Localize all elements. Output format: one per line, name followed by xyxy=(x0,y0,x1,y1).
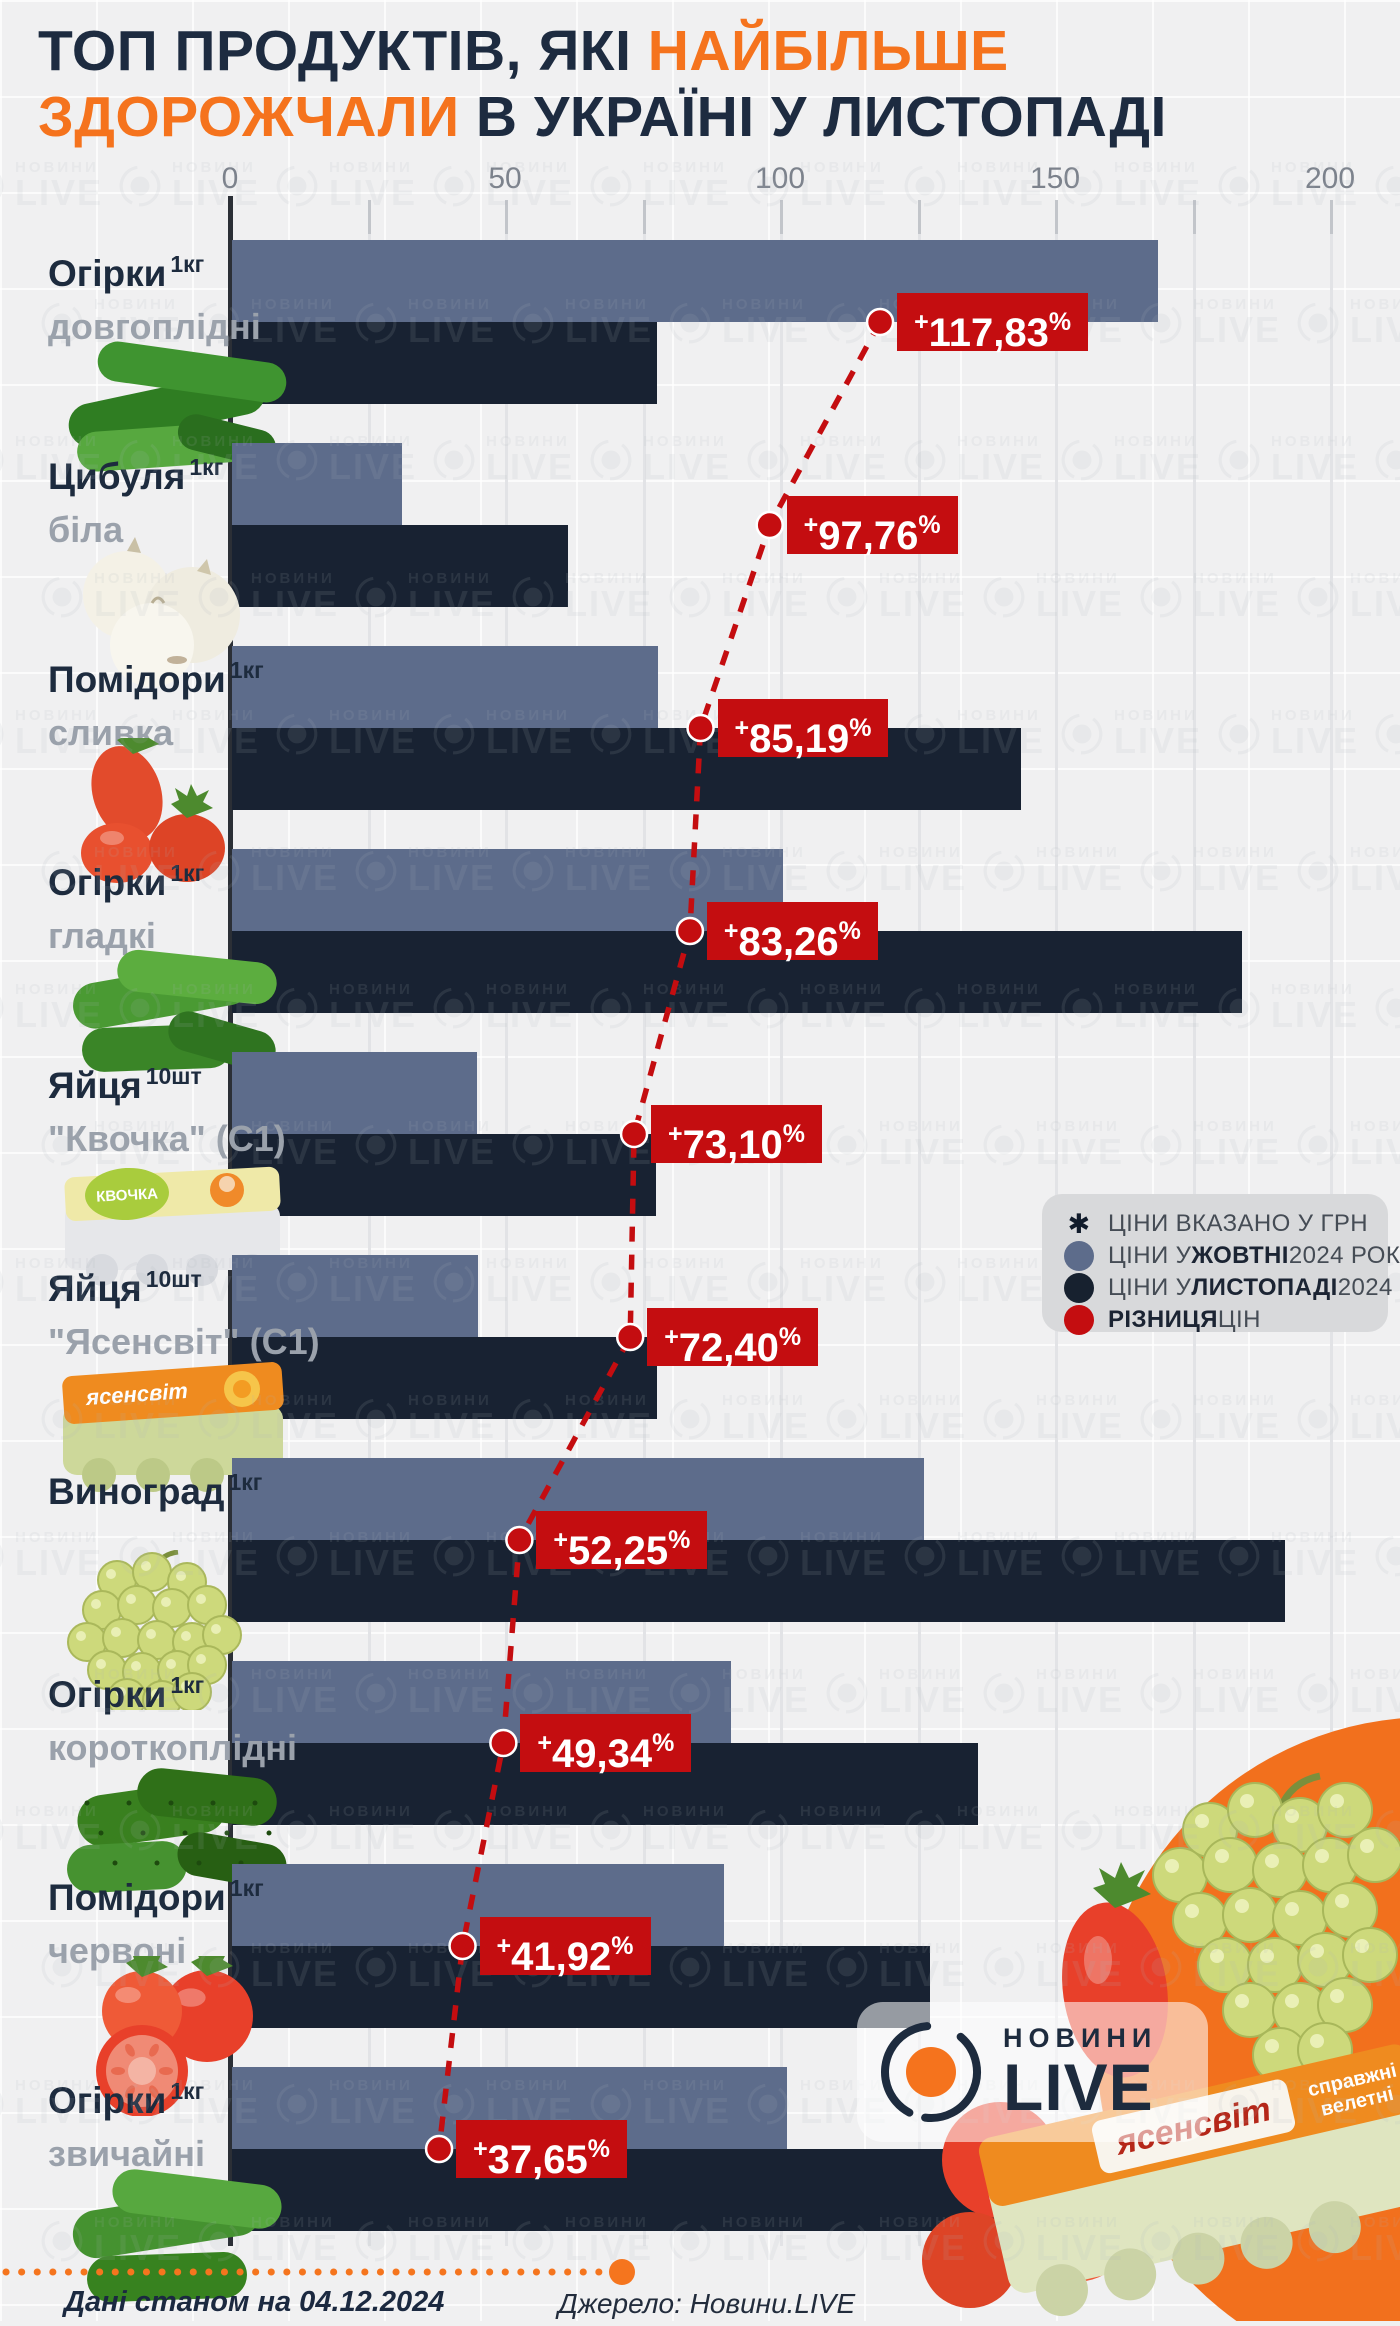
tick-mark xyxy=(505,200,508,234)
gridline xyxy=(780,200,783,2246)
legend-item-asterisk: ✱ ЦІНИ ВКАЗАНО У ГРН xyxy=(1064,1208,1388,1240)
svg-text:КВОЧКА: КВОЧКА xyxy=(96,1185,159,1205)
november-price-bar xyxy=(232,322,657,404)
product-photo-onion xyxy=(52,535,302,700)
product-label: Огірки 1кг короткоплідні xyxy=(48,1672,297,1768)
gridline xyxy=(367,200,371,2246)
tick-mark xyxy=(642,200,646,234)
gridline xyxy=(642,200,646,2246)
november-dot-icon xyxy=(1064,1273,1094,1303)
october-price-bar xyxy=(232,646,658,728)
product-label: Огірки 1кг довгоплідні xyxy=(48,251,261,347)
title-line-1: ТОП ПРОДУКТІВ, ЯКІ НАЙБІЛЬШЕ xyxy=(38,19,1009,83)
difference-dot-icon xyxy=(1064,1305,1094,1335)
footer-date: Дані станом на 04.12.2024 xyxy=(64,2286,445,2318)
footer-source: Джерело: Новини.LIVE xyxy=(558,2288,856,2319)
price-difference-badge: +41,92% xyxy=(479,1917,651,1979)
gridline xyxy=(505,200,508,2246)
tick-mark xyxy=(367,200,371,234)
axis-tick-label: 100 xyxy=(754,162,806,195)
november-price-bar xyxy=(232,1337,657,1419)
product-label: Виноград 1кг xyxy=(48,1469,263,1512)
price-difference-badge: +83,26% xyxy=(706,902,878,964)
price-difference-badge: +85,19% xyxy=(717,699,889,761)
october-price-bar xyxy=(232,443,402,525)
november-price-bar xyxy=(232,1540,1285,1622)
legend-item-november: ЦІНИ У ЛИСТОПАДІ 2024 РОКУ xyxy=(1064,1272,1400,1304)
tick-mark xyxy=(780,200,783,234)
legend-item-october: ЦІНИ У ЖОВТНІ 2024 РОКУ xyxy=(1064,1240,1400,1272)
footer-dotted-divider xyxy=(2,2259,635,2285)
axis-tick-label: 50 xyxy=(488,162,522,195)
axis-tick-label: 200 xyxy=(1304,162,1356,195)
price-difference-badge: +97,76% xyxy=(786,496,958,558)
product-label: Помідори 1кг червоні xyxy=(48,1875,264,1971)
tick-mark xyxy=(917,200,921,234)
axis-tick-label: 150 xyxy=(1029,162,1081,195)
product-label: Помідори 1кг сливка xyxy=(48,657,264,753)
novyny-live-logo: НОВИНИ LIVE xyxy=(857,2002,1208,2142)
november-price-bar xyxy=(232,728,1021,810)
asterisk-icon: ✱ xyxy=(1067,1208,1091,1239)
product-photo-grapes xyxy=(52,1549,302,1720)
price-difference-badge: +52,25% xyxy=(536,1511,708,1573)
product-label: Цибуля 1кг біла xyxy=(48,454,224,550)
october-price-bar xyxy=(232,1255,478,1337)
price-difference-badge: +117,83% xyxy=(897,293,1089,355)
logo-ring-icon xyxy=(881,2022,981,2122)
legend: ✱ ЦІНИ ВКАЗАНО У ГРН ЦІНИ У ЖОВТНІ 2024 РО… xyxy=(1042,1194,1400,1335)
product-label: Огірки 1кг гладкі xyxy=(48,860,205,956)
logo-text-bottom: LIVE xyxy=(1003,2049,1154,2124)
product-photo-tomato_plum xyxy=(52,720,302,903)
tick-mark xyxy=(1055,200,1058,234)
product-label: Яйця 10шт "Квочка" (С1) xyxy=(48,1063,286,1159)
gridline xyxy=(917,200,921,2246)
price-difference-badge: +37,65% xyxy=(456,2120,628,2182)
tick-mark xyxy=(1330,200,1333,234)
tick-mark xyxy=(1192,200,1196,234)
price-difference-badge: +73,10% xyxy=(651,1105,822,1167)
logo-text-top: НОВИНИ xyxy=(1003,2022,1158,2053)
price-difference-badge: +49,34% xyxy=(520,1714,692,1776)
page-title: ТОП ПРОДУКТІВ, ЯКІ НАЙБІЛЬШЕ ЗДОРОЖЧАЛИ … xyxy=(38,18,1167,150)
axis-tick-label: 0 xyxy=(221,162,239,195)
product-label: Яйця 10шт "Ясенсвіт" (С1) xyxy=(48,1266,320,1362)
product-photo-cuke_short xyxy=(52,1753,302,1918)
product-photo-cuke_plain xyxy=(52,2159,302,2324)
november-price-bar xyxy=(232,525,568,607)
product-photo-eggs_kvochka: КВОЧКА xyxy=(52,1144,302,1309)
october-price-bar xyxy=(232,1052,477,1134)
product-label: Огірки 1кг звичайні xyxy=(48,2078,205,2174)
price-difference-badge: +72,40% xyxy=(647,1308,819,1370)
november-price-bar xyxy=(232,1134,656,1216)
product-photo-tomato_red xyxy=(52,1942,302,2121)
legend-item-difference: РІЗНИЦЯ ЦІН xyxy=(1064,1304,1388,1336)
title-line-2: ЗДОРОЖЧАЛИ В УКРАЇНІ У ЛИСТОПАДІ xyxy=(38,85,1167,149)
october-dot-icon xyxy=(1064,1241,1094,1271)
